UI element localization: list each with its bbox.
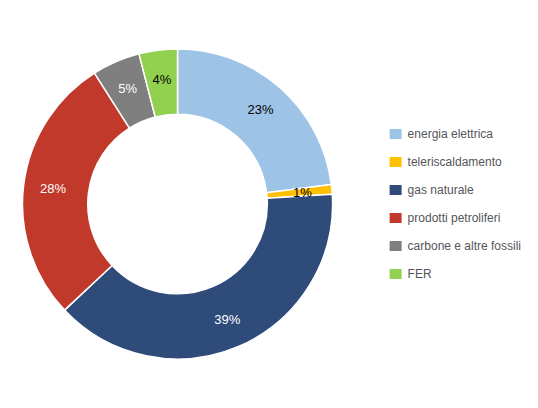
svg-text:prodotti petroliferi: prodotti petroliferi (408, 211, 501, 225)
svg-text:23%: 23% (247, 102, 273, 117)
svg-text:39%: 39% (214, 312, 240, 327)
svg-text:energia elettrica: energia elettrica (408, 127, 494, 141)
svg-text:28%: 28% (40, 181, 66, 196)
svg-text:carbone e altre fossili: carbone e altre fossili (408, 239, 521, 253)
svg-text:4%: 4% (152, 72, 171, 87)
svg-text:5%: 5% (118, 81, 137, 96)
svg-text:gas naturale: gas naturale (408, 183, 474, 197)
svg-text:teleriscaldamento: teleriscaldamento (408, 155, 502, 169)
svg-text:1%: 1% (293, 185, 312, 200)
svg-text:FER: FER (408, 267, 432, 281)
